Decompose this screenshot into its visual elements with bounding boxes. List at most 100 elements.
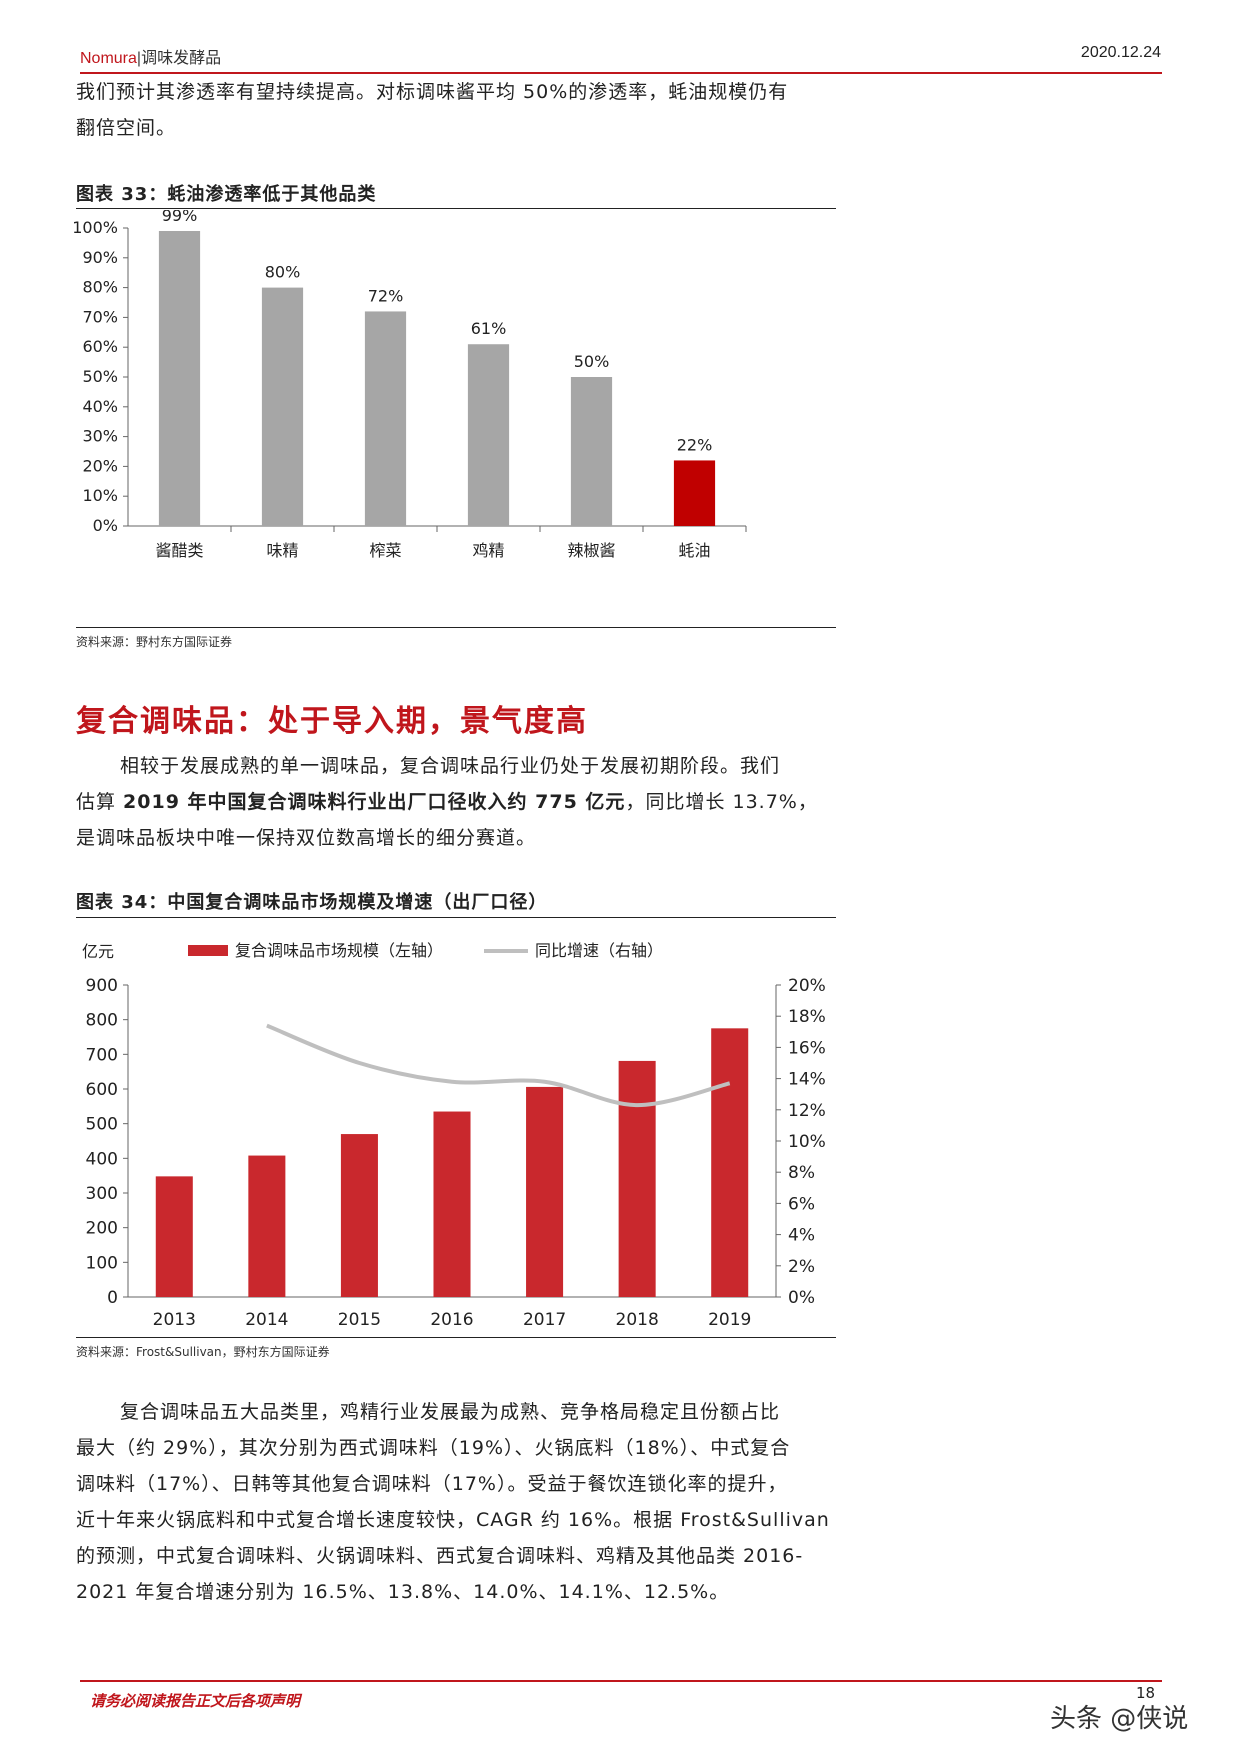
y-tick-label: 80% <box>82 278 118 297</box>
watermark: 头条 @侠说 <box>1050 1704 1189 1734</box>
intro-line-2: 翻倍空间。 <box>76 117 177 139</box>
y-left-tick-label: 600 <box>86 1080 118 1100</box>
y-right-tick-label: 2% <box>788 1257 815 1277</box>
report-date: 2020.12.24 <box>1080 44 1161 61</box>
y-tick-label: 20% <box>82 456 118 475</box>
y-tick-label: 0% <box>93 516 118 535</box>
bar <box>155 1176 193 1297</box>
y-tick-label: 60% <box>82 337 118 356</box>
x-tick-label: 2017 <box>523 1310 566 1330</box>
x-tick-label: 酱醋类 <box>155 541 203 560</box>
y-tick-label: 30% <box>82 427 118 446</box>
bar <box>364 311 407 526</box>
x-tick-label: 鸡精 <box>472 541 504 560</box>
y-left-tick-label: 500 <box>86 1115 118 1135</box>
x-tick-label: 蚝油 <box>678 541 710 560</box>
y-right-tick-label: 12% <box>788 1101 826 1121</box>
section-title: 复合调味品：处于导入期，景气度高 <box>76 704 588 739</box>
data-label: 72% <box>368 286 404 305</box>
x-tick-label: 2019 <box>708 1310 751 1330</box>
para2-line-2-start: 估算 <box>76 791 124 813</box>
y-right-tick-label: 0% <box>788 1288 815 1308</box>
y-left-tick-label: 900 <box>86 976 118 996</box>
figure-34-top-rule <box>76 917 836 918</box>
bar <box>526 1086 564 1297</box>
y-tick-label: 100% <box>72 218 118 237</box>
y-right-tick-label: 18% <box>788 1007 826 1027</box>
y-right-tick-label: 16% <box>788 1038 826 1058</box>
data-label: 80% <box>265 263 301 282</box>
para2-highlight: 2019 年中国复合调味料行业出厂口径收入约 775 亿元 <box>123 791 626 813</box>
para2-line-3: 是调味品板块中唯一保持双位数高增长的细分赛道。 <box>76 827 537 849</box>
market-size-combo-chart: 亿元 复合调味品市场规模（左轴） 同比增速（右轴） 0 100 200 300 400 500 6… <box>82 941 826 1330</box>
bar <box>433 1111 471 1297</box>
category-paragraph: 复合调味品五大品类里，鸡精行业发展最为成熟、竞争格局稳定且份额占比 最大（约 2… <box>76 1394 836 1610</box>
figure-33-source: 资料来源：野村东方国际证券 <box>76 635 233 649</box>
y-right-tick-label: 8% <box>788 1163 815 1183</box>
disclaimer-note: 请务必阅读报告正文后各项声明 <box>90 1692 301 1710</box>
figure-34-bottom-rule <box>76 1337 836 1338</box>
data-label: 50% <box>574 352 610 371</box>
x-tick-label: 2018 <box>616 1310 659 1330</box>
y-right-tick-label: 10% <box>788 1132 826 1152</box>
para3-line-2: 最大（约 29%），其次分别为西式调味料（19%）、火锅底料（18%）、中式复合 <box>76 1437 791 1459</box>
y-left-tick-label: 100 <box>86 1253 118 1273</box>
bar <box>158 230 201 527</box>
market-size-paragraph: 相较于发展成熟的单一调味品，复合调味品行业仍处于发展初期阶段。我们 估算 201… <box>76 748 836 856</box>
x-tick-label: 2015 <box>338 1310 381 1330</box>
intro-paragraph: 我们预计其渗透率有望持续提高。对标调味酱平均 50%的渗透率，蚝油规模仍有 翻倍… <box>76 74 836 146</box>
data-label: 99% <box>162 210 198 225</box>
para3-line-4: 近十年来火锅底料和中式复合增长速度较快，CAGR 约 16%。根据 Frost&… <box>76 1509 830 1531</box>
bar <box>340 1134 378 1297</box>
figure-33-bottom-rule <box>76 627 836 628</box>
growth-line <box>266 1023 731 1108</box>
figure-33-title: 图表 33：蚝油渗透率低于其他品类 <box>76 184 377 205</box>
bar <box>711 1028 749 1297</box>
header-category: 调味发酵品 <box>141 50 222 67</box>
legend-bar-label: 复合调味品市场规模（左轴） <box>235 941 443 960</box>
para3-line-3: 调味料（17%）、日韩等其他复合调味料（17%）。受益于餐饮连锁化率的提升， <box>76 1473 788 1495</box>
figure-34-source: 资料来源：Frost&Sullivan，野村东方国际证券 <box>76 1345 330 1359</box>
bar <box>618 1060 656 1297</box>
brand-name: Nomura <box>80 50 137 67</box>
y-left-tick-label: 700 <box>86 1045 118 1065</box>
y-tick-label: 90% <box>82 248 118 267</box>
x-tick-label: 辣椒酱 <box>567 541 615 560</box>
para3-line-1: 复合调味品五大品类里，鸡精行业发展最为成熟、竞争格局稳定且份额占比 <box>120 1401 781 1423</box>
header-divider <box>80 72 1162 74</box>
x-tick-label: 2013 <box>153 1310 196 1330</box>
figure-34-title: 图表 34：中国复合调味品市场规模及增速（出厂口径） <box>76 892 548 913</box>
intro-line-1: 我们预计其渗透率有望持续提高。对标调味酱平均 50%的渗透率，蚝油规模仍有 <box>76 81 789 103</box>
data-label: 22% <box>677 435 713 454</box>
para2-line-2: 估算 2019 年中国复合调味料行业出厂口径收入约 775 亿元，同比增长 13… <box>76 784 836 820</box>
y-right-tick-label: 14% <box>788 1070 826 1090</box>
y-left-tick-label: 300 <box>86 1184 118 1204</box>
legend-bar-swatch <box>188 945 228 956</box>
para2-line-1: 相较于发展成熟的单一调味品，复合调味品行业仍处于发展初期阶段。我们 <box>120 755 781 777</box>
figure-33-top-rule <box>76 208 836 209</box>
bar <box>570 377 613 526</box>
y-tick-label: 50% <box>82 367 118 386</box>
y-left-unit: 亿元 <box>82 942 114 961</box>
y-tick-label: 70% <box>82 307 118 326</box>
page-number: 18 <box>1136 1684 1156 1702</box>
penetration-bar-chart: 0% 10% 20% 30% 40% 50% 60% 70% 80% 90% 100% 99% 酱醋类 8… <box>72 210 747 560</box>
y-right-tick-label: 20% <box>788 976 826 996</box>
y-left-tick-label: 200 <box>86 1219 118 1239</box>
y-right-tick-label: 4% <box>788 1226 815 1246</box>
footer-divider <box>80 1680 1162 1682</box>
x-tick-label: 味精 <box>266 541 298 560</box>
y-left-tick-label: 400 <box>86 1149 118 1169</box>
y-tick-label: 40% <box>82 397 118 416</box>
header-separator: | <box>136 50 142 67</box>
data-label: 61% <box>471 319 507 338</box>
legend-line-label: 同比增速（右轴） <box>535 941 663 960</box>
para2-line-2-end: ，同比增长 13.7%， <box>625 791 818 813</box>
bar <box>673 460 716 526</box>
bar <box>261 287 304 526</box>
para3-line-5: 的预测，中式复合调味料、火锅调味料、西式复合调味料、鸡精及其他品类 2016- <box>76 1545 804 1567</box>
x-tick-label: 2016 <box>430 1310 473 1330</box>
x-tick-label: 2014 <box>245 1310 288 1330</box>
y-right-tick-label: 6% <box>788 1194 815 1214</box>
y-left-tick-label: 800 <box>86 1011 118 1031</box>
